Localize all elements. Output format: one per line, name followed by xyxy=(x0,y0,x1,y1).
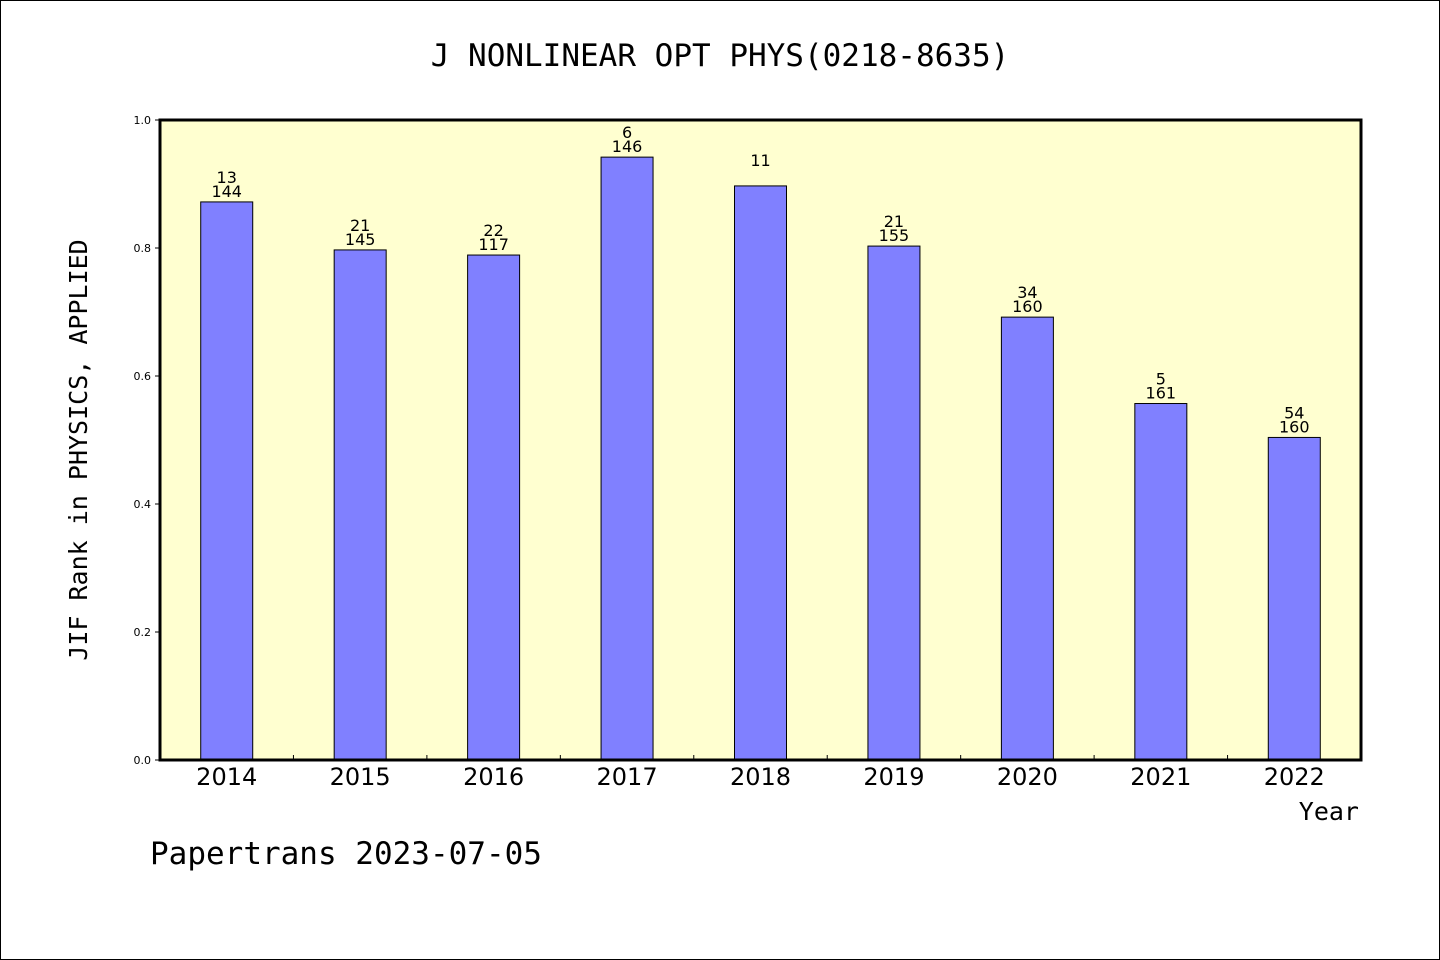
bar-label-rank: 54 xyxy=(1284,403,1304,422)
y-tick-label: 1.0 xyxy=(134,114,152,127)
bar-label-total: 144 xyxy=(211,182,242,201)
bars-group xyxy=(200,156,1321,761)
bar-label-rank: 21 xyxy=(350,216,370,235)
bar-label-total: 146 xyxy=(612,137,643,156)
y-tick-label: 0.0 xyxy=(134,754,152,767)
bar-label-total: 161 xyxy=(1146,384,1177,403)
bar-label-total: 117 xyxy=(478,235,509,254)
chart-title: J NONLINEAR OPT PHYS(0218-8635) xyxy=(431,38,1010,74)
bar-label-rank: 5 xyxy=(1156,370,1166,389)
x-axis-label: Year xyxy=(1299,797,1359,826)
y-tick-label: 0.8 xyxy=(134,242,152,255)
bar-label-rank: 34 xyxy=(1017,283,1037,302)
bar-label-rank: 11 xyxy=(750,151,770,170)
bar-2017 xyxy=(600,156,654,761)
x-tick-label: 2022 xyxy=(1264,763,1325,791)
bar-2020 xyxy=(1000,316,1054,761)
x-tick-label: 2014 xyxy=(196,763,257,791)
bar-2014 xyxy=(200,201,254,761)
x-tick-label: 2017 xyxy=(597,763,658,791)
bar-2021 xyxy=(1134,403,1188,761)
x-axis: 2014 2015 2016 2017 2018 2019 2020 2021 2022 xyxy=(196,755,1325,791)
x-tick-label: 2016 xyxy=(463,763,524,791)
y-axis-label: JIF Rank in PHYSICS, APPLIED xyxy=(64,239,93,660)
x-tick-label: 2020 xyxy=(997,763,1058,791)
bar-2019 xyxy=(867,245,921,761)
y-tick-label: 0.4 xyxy=(134,498,152,511)
plot-border xyxy=(158,118,1363,762)
bar-label-total: 160 xyxy=(1012,297,1043,316)
y-tick-label: 0.6 xyxy=(134,370,152,383)
bar-label-total: 160 xyxy=(1279,417,1310,436)
bar-label-rank: 13 xyxy=(217,168,237,187)
bar-label-rank: 21 xyxy=(884,212,904,231)
bar-label-total: 155 xyxy=(879,226,910,245)
bar-label-rank: 6 xyxy=(622,123,632,142)
bar-label-rank: 22 xyxy=(483,221,503,240)
y-axis: 0.0 0.2 0.4 0.6 0.8 1.0 xyxy=(134,114,160,767)
x-tick-label: 2015 xyxy=(330,763,391,791)
bar-2022 xyxy=(1267,436,1321,761)
x-tick-label: 2021 xyxy=(1130,763,1191,791)
footer-credit: Papertrans 2023-07-05 xyxy=(150,836,542,872)
bar-2015 xyxy=(333,249,387,761)
bar-2018 xyxy=(734,185,787,761)
y-tick-label: 0.2 xyxy=(134,626,152,639)
bar-2016 xyxy=(467,254,521,761)
x-tick-label: 2018 xyxy=(730,763,791,791)
x-tick-label: 2019 xyxy=(863,763,924,791)
bar-label-total: 145 xyxy=(345,230,376,249)
